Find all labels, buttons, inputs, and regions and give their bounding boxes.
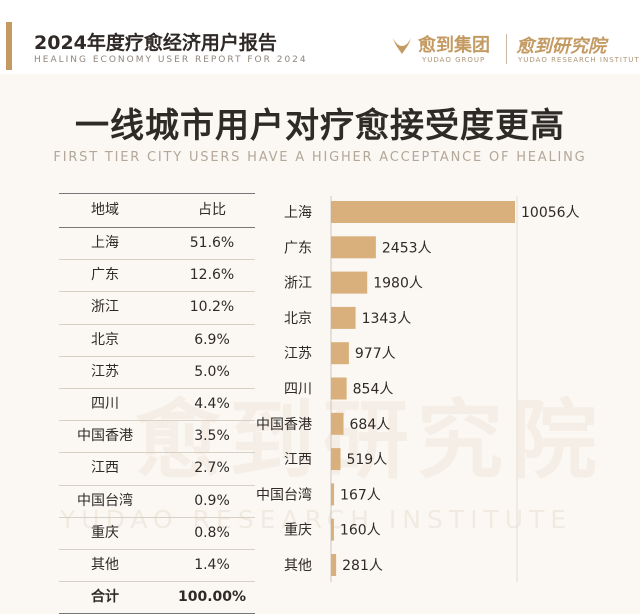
chart-headline-en: FIRST TIER CITY USERS HAVE A HIGHER ACCE… <box>53 150 587 165</box>
share-cell: 0.9% <box>194 492 230 509</box>
bar <box>331 201 515 223</box>
value-label: 854人 <box>353 382 394 398</box>
share-cell: 10.2% <box>189 299 235 316</box>
region-cell: 江西 <box>91 460 119 477</box>
bar <box>331 448 341 471</box>
table-row: 浙江 10.2% <box>59 292 255 325</box>
logo-group-name: 愈到集团 <box>418 35 490 56</box>
logo-divider <box>506 34 507 64</box>
column-header-region: 地域 <box>91 202 119 218</box>
report-header: 2024年度疗愈经济用户报告 HEALING ECONOMY USER REPO… <box>0 0 640 74</box>
value-label: 684人 <box>350 417 391 433</box>
category-label: 四川 <box>284 382 312 398</box>
share-cell: 12.6% <box>189 267 235 284</box>
share-cell: 4.4% <box>194 395 230 412</box>
category-label: 北京 <box>284 311 312 327</box>
bar <box>331 306 356 329</box>
bar <box>331 342 349 365</box>
bar <box>331 377 347 400</box>
logo-institute-name-en: YUDAO RESEARCH INSTITUTE <box>518 56 640 64</box>
bar <box>331 412 344 435</box>
region-cell: 江苏 <box>91 363 119 380</box>
category-label: 江苏 <box>284 346 312 362</box>
table-header-row: 地域 占比 <box>59 193 255 228</box>
region-cell: 中国香港 <box>77 428 133 445</box>
watermark: 愈到研究院 <box>135 391 605 491</box>
logo-group-name-en: YUDAO GROUP <box>422 56 486 64</box>
yudao-logo-icon <box>393 38 411 54</box>
report-title: 2024年度疗愈经济用户报告 <box>34 32 277 54</box>
region-cell: 北京 <box>91 331 119 348</box>
watermark-en: YUDAO RESEARCH INSTITUTE <box>60 505 573 534</box>
chart-headline: 一线城市用户对疗愈接受度更高 <box>75 106 565 146</box>
bar <box>331 271 368 294</box>
share-cell: 2.7% <box>194 460 230 477</box>
table-row: 北京 6.9% <box>59 325 255 357</box>
value-label: 10056人 <box>521 205 580 221</box>
share-cell: 5.0% <box>194 363 230 380</box>
table-row: 广东 12.6% <box>59 260 255 293</box>
report-subtitle: HEALING ECONOMY USER REPORT FOR 2024 <box>34 55 308 65</box>
category-label: 广东 <box>284 240 312 256</box>
bar <box>331 554 337 576</box>
value-label: 281人 <box>342 558 383 574</box>
table-row: 江苏 5.0% <box>59 357 255 389</box>
share-cell: 1.4% <box>194 556 230 573</box>
category-label: 中国台湾 <box>256 486 312 503</box>
table-row: 江西 2.7% <box>59 453 255 486</box>
share-cell: 0.8% <box>194 524 230 541</box>
value-label: 1980人 <box>373 276 423 292</box>
table-row: 上海 51.6% <box>59 228 255 261</box>
value-label: 2453人 <box>382 240 432 256</box>
table-row: 中国台湾 0.9% <box>59 486 255 518</box>
table-row: 四川 4.4% <box>59 389 255 422</box>
share-cell: 6.9% <box>194 331 230 348</box>
header-accent-bar <box>6 22 12 70</box>
share-cell: 51.6% <box>189 235 235 251</box>
category-label: 上海 <box>284 205 312 221</box>
bar <box>331 518 334 541</box>
share-cell: 3.5% <box>194 428 230 445</box>
category-label: 重庆 <box>284 523 312 539</box>
category-label: 江西 <box>284 452 312 468</box>
value-label: 160人 <box>340 523 381 539</box>
value-label: 167人 <box>340 487 381 503</box>
table-row: 中国香港 3.5% <box>59 421 255 454</box>
bar <box>331 483 335 506</box>
category-label: 其他 <box>284 558 312 574</box>
value-label: 1343人 <box>362 311 412 327</box>
region-cell: 广东 <box>91 267 119 284</box>
column-header-share: 占比 <box>198 202 226 218</box>
bar <box>331 236 376 259</box>
category-label: 浙江 <box>284 276 312 292</box>
region-cell: 上海 <box>91 235 119 251</box>
region-cell: 其他 <box>91 556 119 573</box>
category-label: 中国香港 <box>256 417 312 433</box>
region-cell: 中国台湾 <box>77 492 133 509</box>
table-row: 重庆 0.8% <box>59 518 255 550</box>
region-cell: 重庆 <box>91 524 119 541</box>
region-cell: 四川 <box>91 395 119 412</box>
table-row: 其他 1.4% <box>59 550 255 583</box>
value-label: 977人 <box>355 346 396 362</box>
region-cell: 浙江 <box>91 299 119 316</box>
value-label: 519人 <box>346 452 387 468</box>
logo-institute-name: 愈到研究院 <box>516 36 606 57</box>
